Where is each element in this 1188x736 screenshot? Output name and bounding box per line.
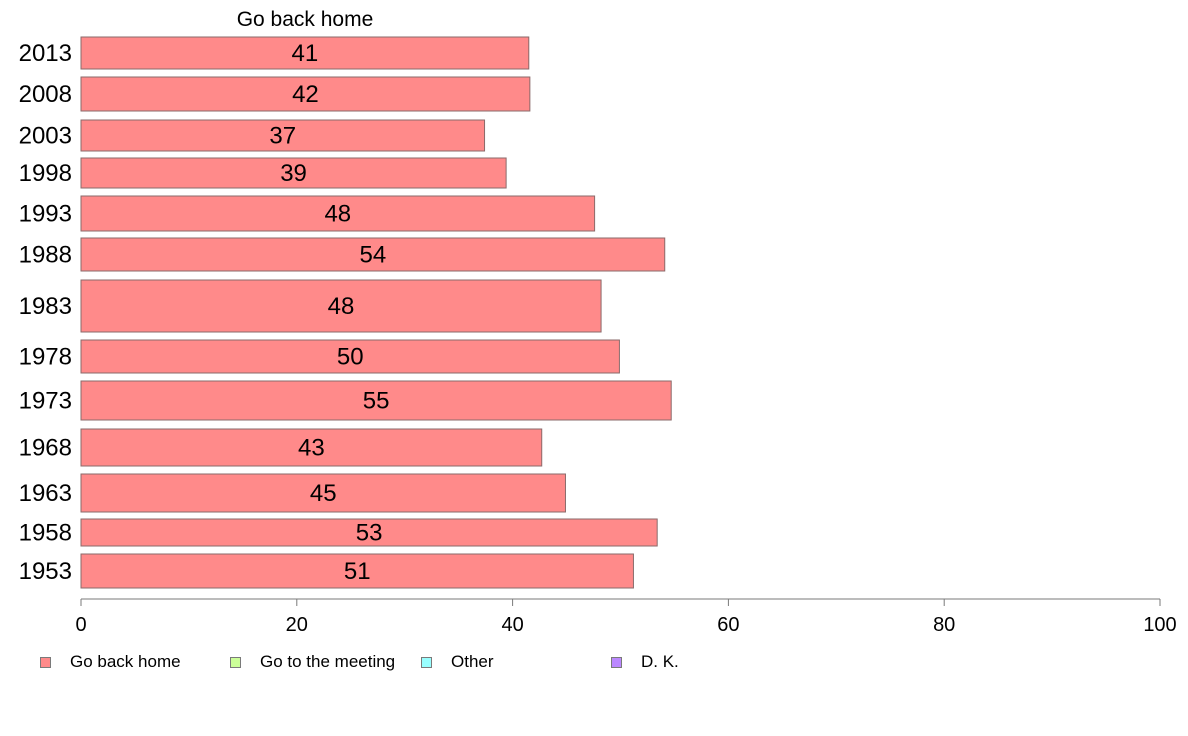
bar-1963 [80, 473, 566, 513]
legend-item-other: Other [421, 652, 494, 672]
bar-1988 [80, 237, 666, 272]
bar-1973 [80, 380, 672, 421]
x-tick-label: 20 [286, 614, 308, 636]
bar-1953 [80, 553, 634, 589]
bar-value-label-2008: 42 [292, 81, 319, 108]
x-tick-label: 60 [717, 614, 739, 636]
bar-value-label-1998: 39 [280, 160, 307, 187]
category-label-1988: 1988 [19, 242, 72, 269]
bar-2013 [80, 36, 530, 70]
x-tick-label: 0 [75, 614, 86, 636]
x-tick-label: 80 [933, 614, 955, 636]
legend-item-go-back-home: Go back home [40, 652, 181, 672]
chart-title: Go back home [237, 8, 374, 31]
bar-value-label-1988: 54 [360, 242, 387, 269]
x-tick-label: 100 [1143, 614, 1176, 636]
legend-swatch [421, 656, 432, 668]
category-label-1953: 1953 [19, 558, 72, 585]
bar-1983 [80, 279, 602, 333]
x-axis: 0 20 40 60 80 100 [75, 598, 1177, 636]
bar-value-label-1973: 55 [363, 388, 390, 415]
category-label-1983: 1983 [19, 293, 72, 320]
legend-item-dk: D. K. [611, 652, 679, 672]
bar-value-label-1968: 43 [298, 435, 325, 462]
bars-group: 41 2013 42 2008 37 2003 39 1998 48 1993 54 1988 48 19… [19, 36, 672, 589]
category-label-2003: 2003 [19, 123, 72, 150]
bar-value-label-1963: 45 [310, 480, 337, 507]
legend-label: Go to the meeting [260, 652, 396, 671]
category-label-2013: 2013 [19, 40, 72, 67]
bar-1968 [80, 428, 543, 467]
bar-1958 [80, 518, 658, 547]
bar-2008 [80, 76, 531, 112]
category-label-1973: 1973 [19, 388, 72, 415]
bar-value-label-1953: 51 [344, 558, 371, 585]
bar-value-label-1993: 48 [324, 201, 351, 228]
legend: Go back home Go to the meeting Other D. … [40, 652, 740, 674]
category-label-1998: 1998 [19, 160, 72, 187]
legend-item-go-to-the-meeting: Go to the meeting [230, 652, 395, 672]
legend-label: Other [451, 652, 494, 671]
category-label-1963: 1963 [19, 480, 72, 507]
bar-value-label-2013: 41 [292, 40, 319, 67]
bar-2003 [80, 119, 486, 152]
bar-value-label-1978: 50 [337, 344, 364, 371]
category-label-1968: 1968 [19, 435, 72, 462]
bar-value-label-1983: 48 [328, 293, 355, 320]
legend-swatch [230, 656, 241, 668]
legend-label: Go back home [70, 652, 181, 671]
bar-1993 [80, 195, 596, 232]
category-label-1958: 1958 [19, 520, 72, 547]
category-label-2008: 2008 [19, 81, 72, 108]
bar-value-label-1958: 53 [356, 520, 383, 547]
bar-value-label-2003: 37 [269, 123, 296, 150]
bar-1978 [80, 339, 620, 374]
legend-swatch [40, 656, 51, 668]
category-label-1978: 1978 [19, 344, 72, 371]
category-label-1993: 1993 [19, 201, 72, 228]
legend-label: D. K. [641, 652, 679, 671]
legend-swatch [611, 656, 622, 668]
bar-1998 [80, 157, 507, 189]
x-tick-label: 40 [501, 614, 523, 636]
